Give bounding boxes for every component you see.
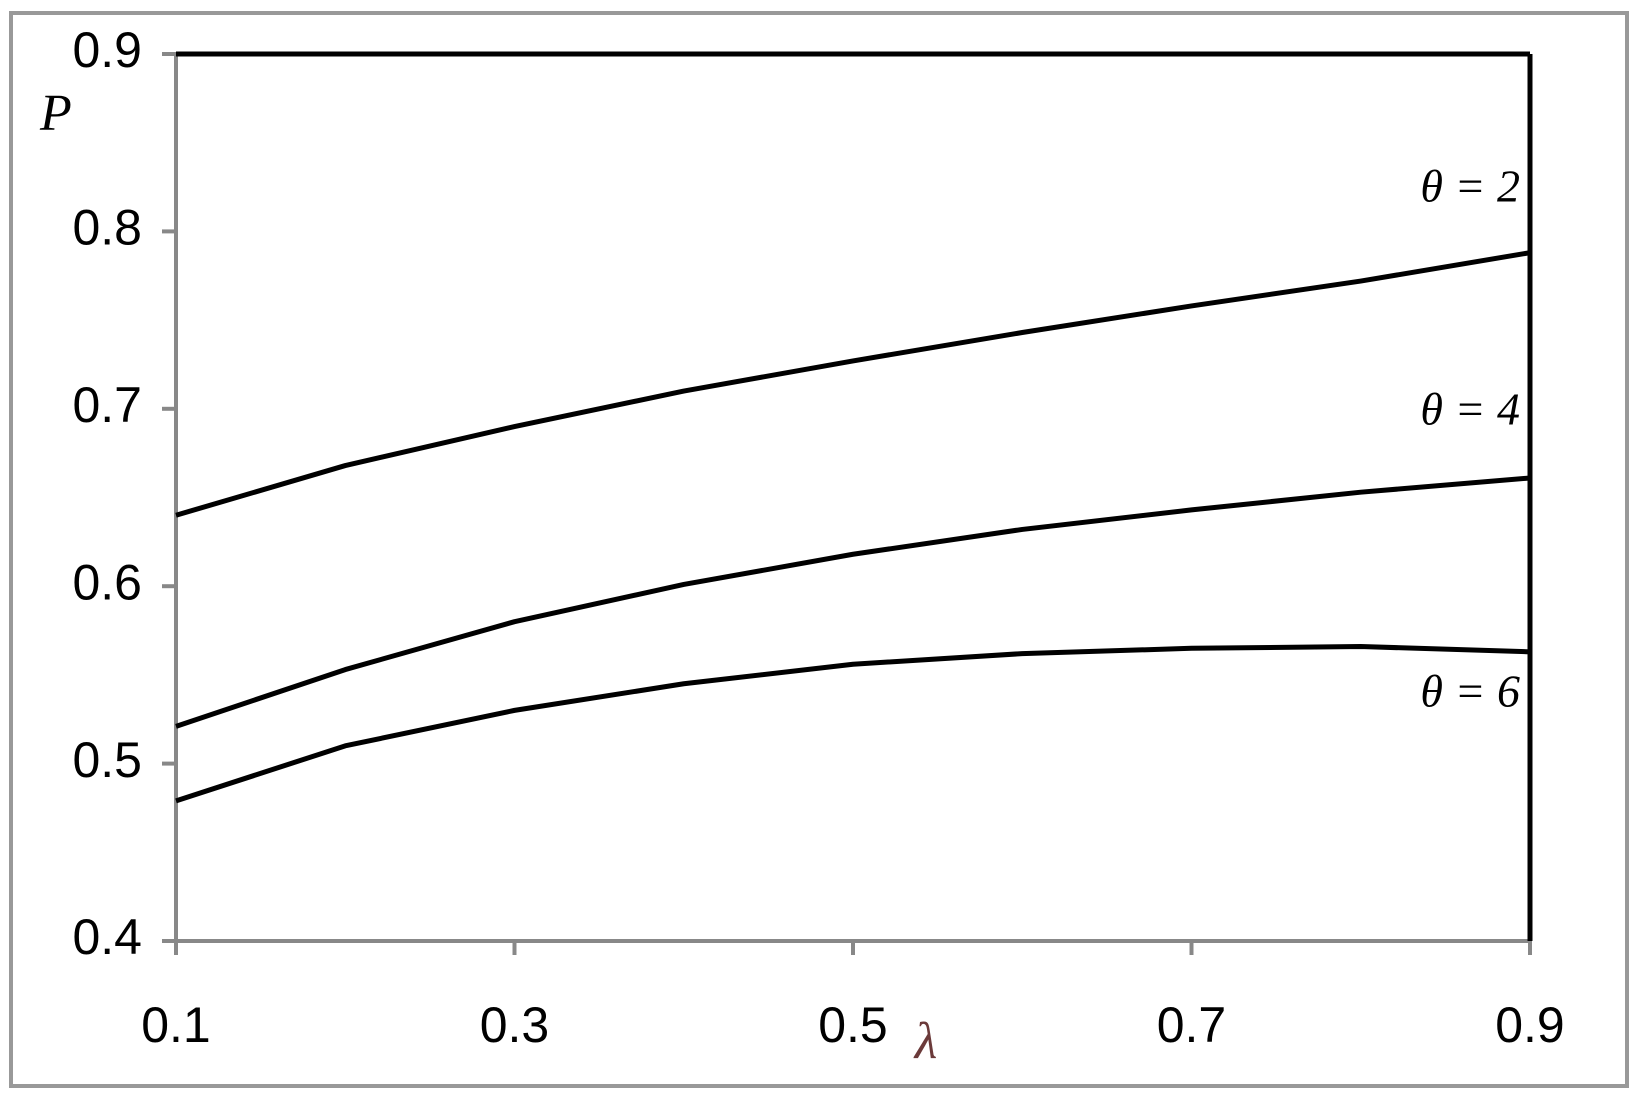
- x-tick-label: 0.5: [818, 997, 888, 1053]
- series-label: θ = 2: [1420, 160, 1520, 211]
- x-tick-label: 0.3: [480, 997, 550, 1053]
- y-tick-label: 0.7: [72, 377, 142, 433]
- x-tick-label: 0.7: [1157, 997, 1227, 1053]
- series-line: [175, 644, 1531, 804]
- y-axis-label: P: [39, 85, 72, 142]
- series-line: [175, 475, 1531, 729]
- x-axis-label: λ: [913, 1013, 938, 1070]
- x-tick-label: 0.9: [1495, 997, 1565, 1053]
- frame: [9, 11, 1629, 1088]
- y-tick-label: 0.6: [72, 554, 142, 610]
- series-label: θ = 4: [1420, 384, 1520, 435]
- y-tick-label: 0.4: [72, 909, 142, 965]
- series-line: [175, 250, 1531, 518]
- y-tick-label: 0.8: [72, 200, 142, 256]
- y-tick-label: 0.5: [72, 732, 142, 788]
- series-label: θ = 6: [1420, 665, 1520, 716]
- x-tick-label: 0.1: [141, 997, 211, 1053]
- y-tick-label: 0.9: [72, 22, 142, 78]
